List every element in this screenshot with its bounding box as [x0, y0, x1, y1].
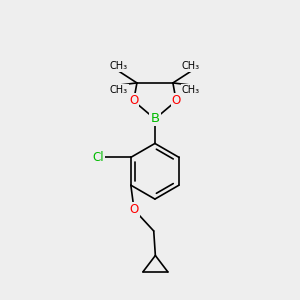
Text: Cl: Cl	[92, 151, 104, 164]
Text: CH₃: CH₃	[182, 85, 200, 95]
Text: O: O	[129, 94, 138, 107]
Text: B: B	[150, 112, 160, 125]
Text: CH₃: CH₃	[110, 85, 128, 95]
Text: CH₃: CH₃	[182, 61, 200, 71]
Text: O: O	[172, 94, 181, 107]
Text: CH₃: CH₃	[110, 61, 128, 71]
Text: O: O	[130, 203, 139, 216]
